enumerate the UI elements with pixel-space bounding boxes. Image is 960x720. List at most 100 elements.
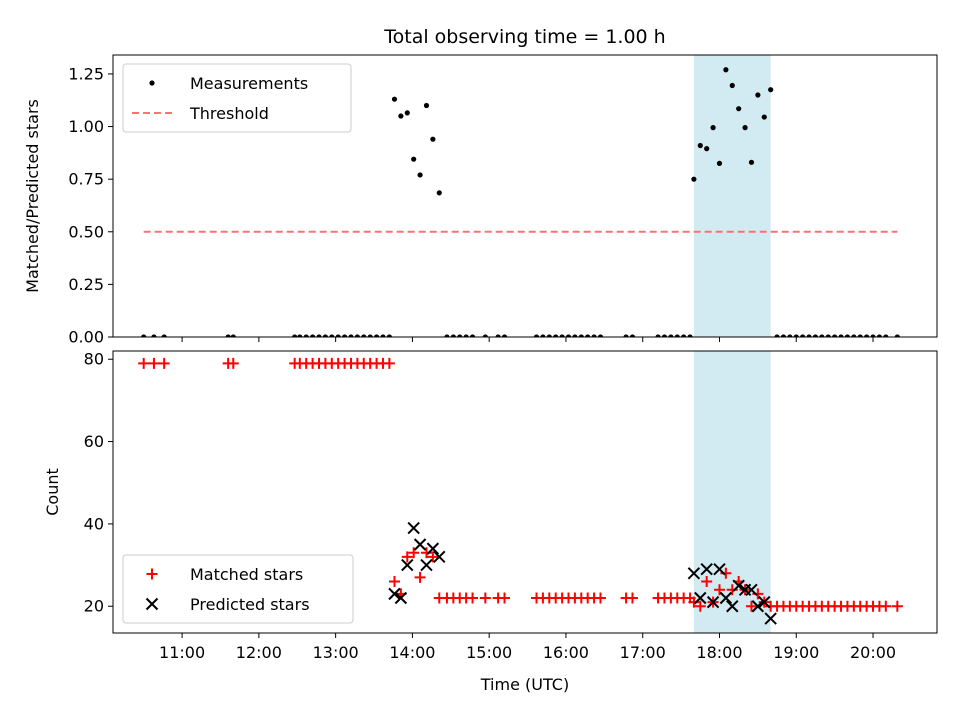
predicted-stars-point — [764, 612, 777, 625]
measurements-point — [292, 334, 298, 337]
y-tick-label: 20 — [84, 597, 104, 616]
measurements-point — [780, 334, 787, 337]
x-axis-label: Time (UTC) — [480, 675, 569, 694]
measurements-point — [297, 334, 303, 337]
predicted-stars-point — [758, 595, 771, 609]
y-axis-label: Count — [43, 468, 62, 516]
measurements-point — [793, 334, 799, 337]
matched-stars-point — [891, 600, 903, 612]
measurements-point — [495, 334, 501, 337]
predicted-stars-point — [420, 558, 433, 572]
axes-frame — [112, 350, 938, 634]
measurements-point — [322, 334, 328, 337]
measurements-point — [469, 334, 476, 337]
legend-label: Measurements — [190, 74, 308, 93]
matched-stars-point — [594, 592, 606, 604]
measurements-point — [354, 334, 360, 337]
measurements-point — [361, 334, 367, 337]
measurements-point — [348, 334, 354, 337]
predicted-stars-point — [407, 521, 420, 535]
legend: Measurements Threshold — [122, 63, 352, 133]
measurements-point — [894, 334, 900, 337]
measurements-point — [674, 334, 680, 337]
measurements-point — [629, 334, 636, 337]
matched-stars-point — [467, 592, 479, 604]
measurements-point — [755, 92, 761, 98]
measurements-point — [578, 334, 584, 337]
measurements-point — [591, 334, 597, 337]
predicted-stars-point — [388, 587, 401, 601]
matched-stars-point — [499, 592, 511, 604]
matched-stars-point — [414, 571, 426, 583]
predicted-stars-point — [426, 542, 440, 555]
measurements-point — [668, 334, 674, 337]
x-tick-label: 13:00 — [313, 643, 359, 662]
matched-stars-point — [138, 357, 150, 369]
predicted-stars-point — [700, 562, 713, 576]
observing-window-span — [693, 55, 771, 337]
matched-stars-point — [701, 576, 713, 588]
measurements-point — [812, 334, 819, 337]
predicted-stars-point — [726, 600, 739, 613]
y-tick-label: 0.50 — [68, 222, 104, 241]
ratio-panel: 0.00 0.25 0.50 0.75 1.00 1.25 Matched/Predicte… — [23, 54, 938, 347]
y-tick-label: 0.25 — [68, 275, 104, 294]
predicted-stars-point — [394, 591, 408, 605]
measurements-point — [768, 87, 774, 93]
measurements-point — [430, 136, 436, 142]
measurements-point — [411, 156, 417, 162]
measurements-point — [367, 334, 373, 337]
legend-label: Matched stars — [190, 565, 303, 584]
y-tick-label: 1.25 — [68, 64, 104, 83]
measurements-point — [482, 334, 488, 337]
y-tick-label: 40 — [84, 514, 104, 533]
measurements-point — [710, 125, 716, 131]
matched-stars-point — [383, 357, 395, 369]
measurements-point — [310, 334, 316, 337]
measurements-point — [225, 334, 231, 337]
x-tick-label: 16:00 — [543, 643, 589, 662]
measurements-point — [661, 334, 668, 337]
predicted-stars-point — [413, 538, 427, 551]
measurements-point — [723, 67, 729, 73]
predicted-stars-point — [401, 558, 414, 572]
x-tick-label: 19:00 — [773, 643, 819, 662]
count-panel: 20 40 60 80 11:00 12:00 13:00 14:00 15:00 16:00 17… — [43, 350, 938, 694]
measurements-point — [687, 334, 693, 337]
measurements-point — [398, 113, 404, 119]
measurements-point — [697, 142, 703, 149]
measurements-point — [141, 334, 147, 337]
legend-matched-stars-swatch — [146, 568, 158, 580]
legend-label: Threshold — [189, 104, 269, 123]
measurements-point — [329, 334, 335, 337]
measurements-point — [161, 334, 167, 337]
measurements-point — [565, 334, 572, 337]
y-tick-label: 0.00 — [68, 328, 104, 347]
x-tick-label: 15:00 — [466, 643, 512, 662]
plot-area — [141, 67, 900, 337]
predicted-stars-point — [751, 600, 765, 613]
measurements-point — [444, 334, 450, 337]
legend: Matched stars Predicted stars — [122, 554, 354, 624]
chart-title: Total observing time = 1.00 h — [383, 26, 665, 48]
measurements-point — [870, 334, 876, 337]
measurements-point — [864, 334, 870, 337]
measurements-point — [559, 334, 565, 337]
measurements-point — [787, 334, 793, 337]
measurements-point — [553, 334, 559, 337]
measurements-point — [380, 334, 386, 337]
measurements-point — [838, 334, 844, 337]
matched-stars-point — [479, 592, 491, 604]
measurements-point — [373, 334, 380, 337]
measurements-point — [623, 334, 629, 337]
y-tick-label: 1.00 — [68, 117, 104, 136]
y-tick-label: 0.75 — [68, 170, 104, 189]
measurements-point — [316, 334, 322, 337]
measurements-point — [883, 334, 889, 337]
measurements-point — [417, 172, 423, 178]
x-tick-label: 17:00 — [620, 643, 666, 662]
matched-stars-point — [694, 600, 706, 612]
matched-stars-point — [158, 357, 170, 369]
measurements-point — [819, 334, 825, 337]
